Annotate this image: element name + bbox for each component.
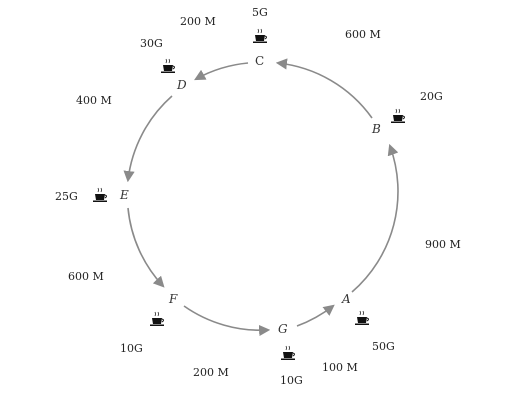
station-label-c: C [255, 54, 264, 68]
coffee-cup-icon [93, 187, 107, 202]
station-label-b: B [371, 122, 381, 136]
coffee-cup-icon [253, 28, 267, 43]
amount-a: 50G [372, 340, 395, 353]
distance-a-b: 900 M [425, 238, 461, 251]
arc-f-g [183, 305, 271, 337]
amount-e: 25G [55, 190, 78, 203]
distance-b-c: 600 M [345, 28, 381, 41]
amount-f: 10G [120, 342, 143, 355]
arc-e-f [127, 207, 165, 288]
station-label-a: A [341, 292, 351, 306]
arc-a-b [351, 143, 399, 293]
segment-distances: 900 M 600 M 200 M 400 M 600 M 200 M 100 … [68, 15, 461, 379]
arc-b-c [275, 58, 373, 119]
amount-c: 5G [252, 6, 268, 19]
station-labels: A B C D E F G [119, 54, 381, 336]
amount-b: 20G [420, 90, 443, 103]
distance-d-e: 400 M [76, 94, 112, 107]
coffee-cup-icon [391, 108, 405, 123]
station-label-e: E [119, 188, 129, 202]
arc-d-e [123, 95, 173, 183]
arc-g-a [296, 304, 335, 327]
amount-d: 30G [140, 37, 163, 50]
amount-g: 10G [280, 374, 303, 387]
distance-c-d: 200 M [180, 15, 216, 28]
distance-e-f: 600 M [68, 270, 104, 283]
coffee-icons [93, 28, 405, 360]
station-amounts: 50G 20G 5G 30G 25G 10G 10G [55, 6, 443, 387]
route-arcs [123, 58, 399, 337]
distance-f-g: 200 M [193, 366, 229, 379]
coffee-cup-icon [281, 345, 295, 360]
station-label-f: F [168, 292, 178, 306]
station-label-d: D [176, 78, 187, 92]
coffee-cup-icon [355, 310, 369, 325]
arc-c-d [194, 62, 249, 81]
coffee-cup-icon [150, 311, 164, 326]
distance-g-a: 100 M [322, 361, 358, 374]
station-label-g: G [278, 322, 288, 336]
coffee-cup-icon [161, 58, 175, 73]
